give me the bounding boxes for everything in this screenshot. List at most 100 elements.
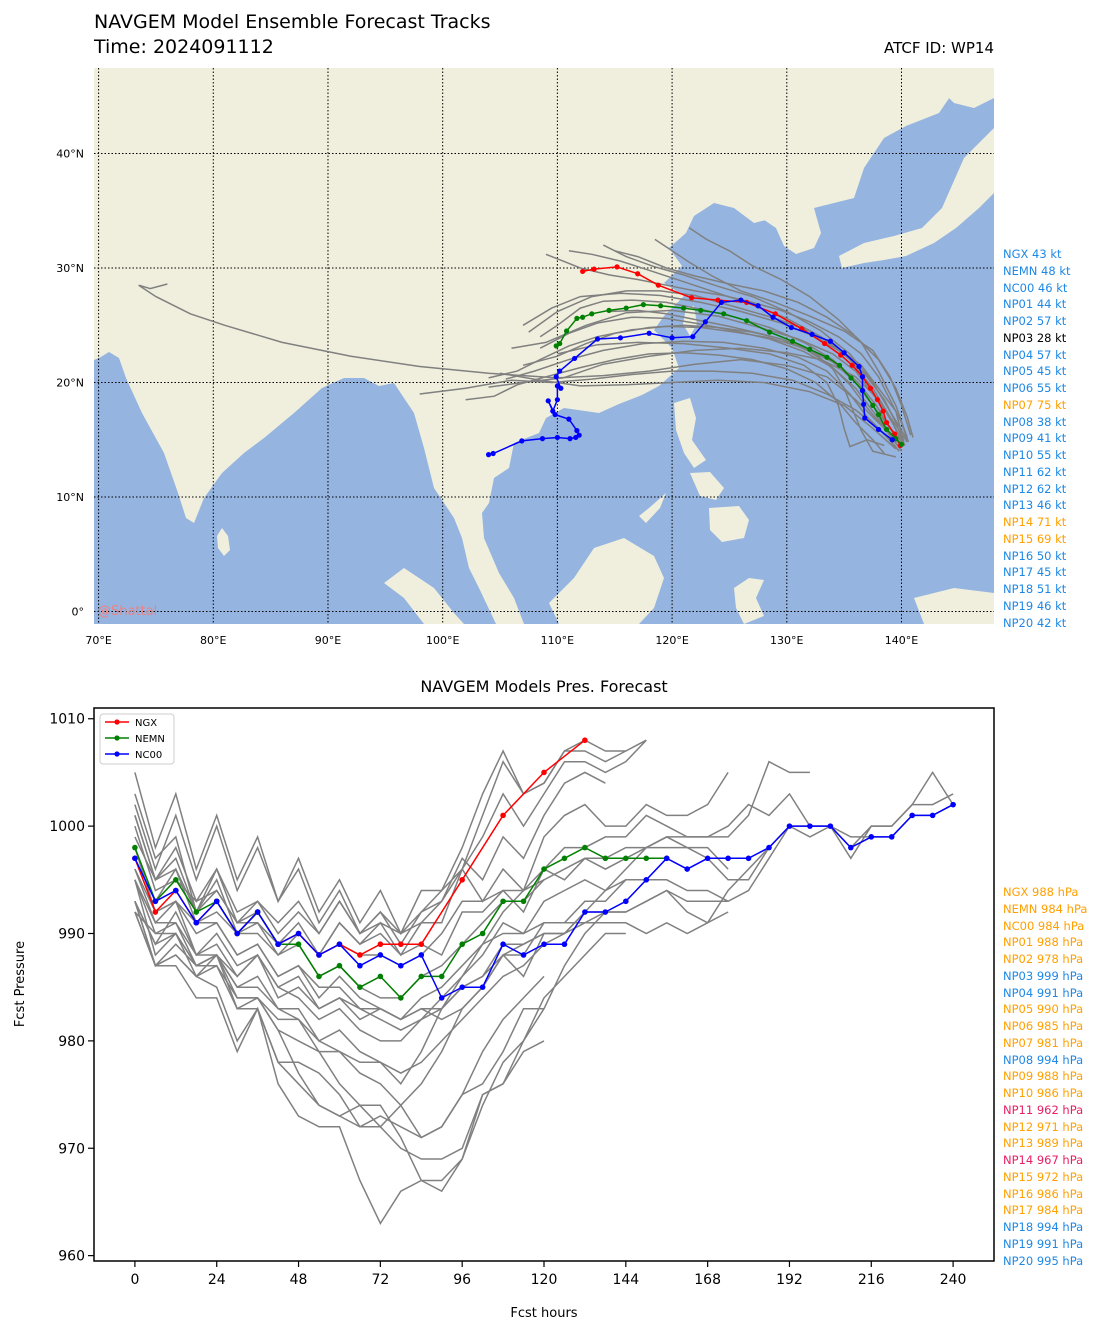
pressure-entry: NP16 986 hPa [1003, 1186, 1084, 1201]
wind-entry: NP03 28 kt [1003, 330, 1067, 345]
nc00-track-point [809, 331, 815, 338]
land-sri-lanka [217, 528, 230, 556]
nc00-pressure-point [438, 995, 445, 1001]
member-track [138, 283, 903, 447]
nc00-pressure-point [500, 941, 506, 948]
pressure-entry: NP13 989 hPa [1003, 1136, 1084, 1151]
wind-entry: NP12 62 kt [1003, 481, 1067, 496]
wind-entry: NP10 55 kt [1003, 448, 1067, 462]
latitude-label: 10°N [56, 491, 84, 504]
wind-entry: NP17 45 kt [1003, 565, 1067, 580]
wind-entry: NP20 42 kt [1003, 615, 1067, 630]
y-tick-label: 960 [58, 1249, 85, 1265]
nc00-track-point [566, 416, 572, 422]
nc00-pressure-point [193, 919, 200, 926]
ngx-pressure-point [418, 941, 425, 948]
nc00-pressure-point [929, 812, 936, 819]
nemn-track-point [807, 346, 813, 352]
nc00-track-point [875, 426, 882, 433]
ngx-track-point [655, 282, 661, 288]
map-gridlines [94, 68, 994, 624]
longitude-label: 140°E [885, 634, 918, 647]
pressure-entry: NP12 971 hPa [1003, 1119, 1084, 1134]
pressure-entry: NP04 991 hPa [1003, 985, 1084, 1000]
wind-entry: NGX 43 kt [1003, 247, 1062, 261]
nc00-pressure-point [173, 887, 179, 894]
atcf-id: ATCF ID: WP14 [883, 39, 994, 57]
pressure-chart-title: NAVGEM Models Pres. Forecast [420, 677, 668, 696]
nemn-track-point [623, 305, 629, 311]
nc00-track-point [718, 299, 725, 305]
track-lines [138, 227, 914, 458]
nc00-pressure-point [807, 823, 813, 829]
nemn-track-point [553, 343, 559, 349]
nc00-pressure-point [254, 909, 261, 915]
nc00-track-point [485, 452, 492, 458]
nc00-pressure-point [704, 855, 711, 862]
ngx-pressure-point [152, 909, 159, 915]
longitude-label: 80°E [200, 634, 226, 647]
nemn-pressure-point [316, 973, 322, 980]
longitude-label: 70°E [85, 634, 111, 647]
x-axis-label: Fcst hours [510, 1306, 577, 1321]
nemn-pressure-point [357, 984, 363, 990]
legend-marker [114, 735, 120, 741]
nc00-track-point [567, 436, 573, 442]
longitude-label: 120°E [655, 634, 688, 647]
nc00-pressure-point [582, 909, 588, 915]
nc00-pressure-point [561, 941, 568, 948]
nc00-pressure-point [684, 866, 690, 872]
land-korea [754, 203, 821, 254]
wind-entry: NP18 51 kt [1003, 582, 1067, 596]
land-luzon [674, 398, 706, 468]
ngx-pressure-point [500, 812, 506, 819]
wind-entry: NP05 45 kt [1003, 364, 1067, 379]
nc00-pressure-point [336, 941, 343, 948]
member-pressure-line [134, 847, 544, 1139]
nc00-track-point [554, 397, 560, 403]
nc00-track-point [827, 338, 833, 344]
y-tick-label: 990 [58, 926, 85, 942]
nemn-track-point [875, 411, 882, 418]
nc00-track-point [539, 436, 546, 442]
pressure-entry: NP09 988 hPa [1003, 1069, 1084, 1084]
pressure-entry: NP07 981 hPa [1003, 1035, 1084, 1050]
nc00-track-point [755, 303, 761, 309]
pressure-entry: NGX 988 hPa [1003, 885, 1079, 899]
nc00-pressure-point [623, 898, 629, 905]
legend-label: NGX [135, 718, 157, 729]
land-sulawesi [734, 578, 764, 624]
legend: NGX NEMN NC00 [99, 713, 175, 765]
nemn-track-point [589, 311, 595, 317]
pressure-value-list: NGX 988 hPa NEMN 984 hPa NC00 984 hPa NP01 … [1003, 884, 1087, 1269]
wind-entry: NP04 57 kt [1003, 347, 1067, 362]
pressure-entry: NP18 994 hPa [1003, 1220, 1084, 1234]
pressure-entry: NP17 984 hPa [1003, 1203, 1084, 1218]
watermark: @Shattal [98, 604, 158, 619]
wind-entry: NC00 46 kt [1003, 280, 1068, 295]
nemn-pressure-point [336, 962, 343, 969]
nemn-track-point [848, 375, 854, 381]
ngx-track-point [874, 397, 881, 403]
y-axis-ticks: 960 970 980 990 1000 1010 [49, 712, 94, 1265]
nc00-pressure-point [459, 984, 465, 990]
wind-entry: NP14 71 kt [1003, 515, 1067, 529]
nc00-pressure-point [888, 834, 895, 840]
nemn-pressure-point [602, 855, 609, 862]
nc00-track-point [519, 438, 525, 444]
member-pressure-line [134, 739, 647, 957]
nemn-track-point [836, 362, 843, 368]
pressure-entry: NP03 999 hPa [1003, 968, 1084, 983]
ngx-track-point [880, 408, 886, 414]
nemn-track-point [883, 426, 890, 433]
wind-entry: NP01 44 kt [1003, 297, 1067, 312]
nemn-track-point [870, 402, 876, 408]
nc00-track-point [646, 330, 652, 336]
nc00-pressure-point [848, 844, 854, 851]
member-track [465, 351, 885, 454]
x-tick-label: 0 [130, 1272, 139, 1288]
land-visayas [690, 472, 724, 500]
nc00-track-point [554, 434, 560, 441]
nc00-pressure-point [398, 962, 404, 969]
wind-entry: NEMN 48 kt [1003, 263, 1071, 278]
